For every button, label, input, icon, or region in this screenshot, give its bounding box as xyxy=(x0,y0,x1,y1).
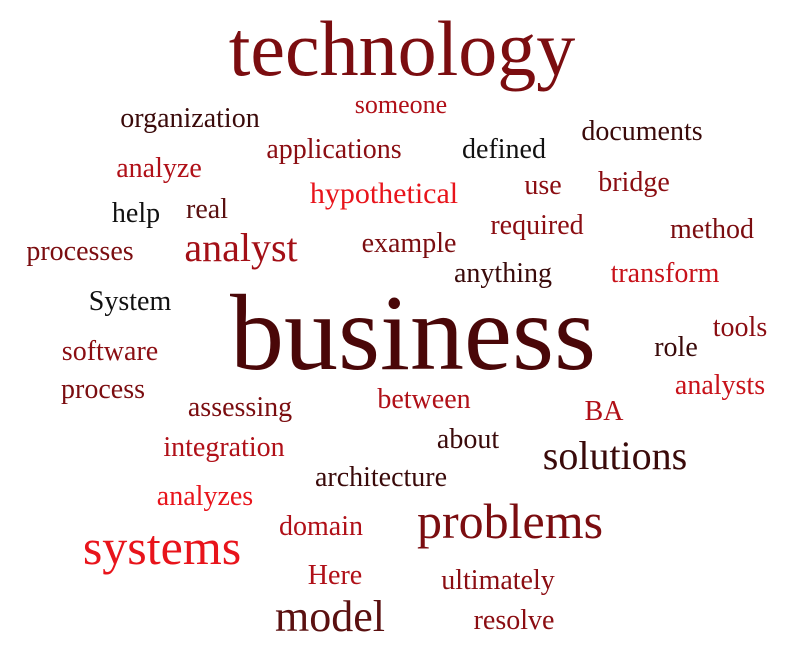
cloud-word: organization xyxy=(120,103,260,134)
cloud-word: tools xyxy=(712,312,768,343)
cloud-word: example xyxy=(361,228,457,259)
cloud-word: architecture xyxy=(314,462,448,493)
cloud-word: BA xyxy=(584,396,624,427)
cloud-word: bridge xyxy=(598,167,670,198)
cloud-word: between xyxy=(377,384,471,415)
cloud-word: problems xyxy=(416,493,604,549)
cloud-word: applications xyxy=(266,134,402,165)
cloud-word: required xyxy=(490,210,584,241)
cloud-word: use xyxy=(524,170,562,201)
cloud-word: integration xyxy=(163,432,285,463)
cloud-word: defined xyxy=(462,134,546,165)
cloud-word: technology xyxy=(228,5,576,92)
cloud-word: analyzes xyxy=(156,481,254,512)
cloud-word: systems xyxy=(82,519,242,575)
cloud-word: method xyxy=(670,214,754,245)
cloud-word: analysts xyxy=(674,370,766,401)
cloud-word: analyze xyxy=(116,153,202,184)
cloud-word: System xyxy=(88,286,172,317)
cloud-word: model xyxy=(275,592,385,641)
cloud-word: transform xyxy=(610,258,720,289)
cloud-word: someone xyxy=(354,90,448,119)
cloud-word: business xyxy=(229,274,597,393)
cloud-word: anything xyxy=(454,258,552,289)
cloud-word: about xyxy=(436,424,500,455)
cloud-word: solutions xyxy=(542,433,688,478)
cloud-word: analyst xyxy=(184,225,298,270)
cloud-word: assessing xyxy=(187,392,293,423)
cloud-word: processes xyxy=(26,236,134,267)
cloud-word: process xyxy=(61,374,145,405)
cloud-word: real xyxy=(186,194,228,225)
cloud-word: Here xyxy=(307,560,363,591)
cloud-word: ultimately xyxy=(441,565,555,596)
cloud-word: help xyxy=(111,198,161,229)
cloud-word: domain xyxy=(279,511,363,542)
cloud-word: hypothetical xyxy=(309,177,459,210)
cloud-word: role xyxy=(654,332,698,363)
cloud-word: software xyxy=(61,336,159,367)
cloud-word: resolve xyxy=(473,605,555,636)
cloud-word: documents xyxy=(581,116,703,147)
